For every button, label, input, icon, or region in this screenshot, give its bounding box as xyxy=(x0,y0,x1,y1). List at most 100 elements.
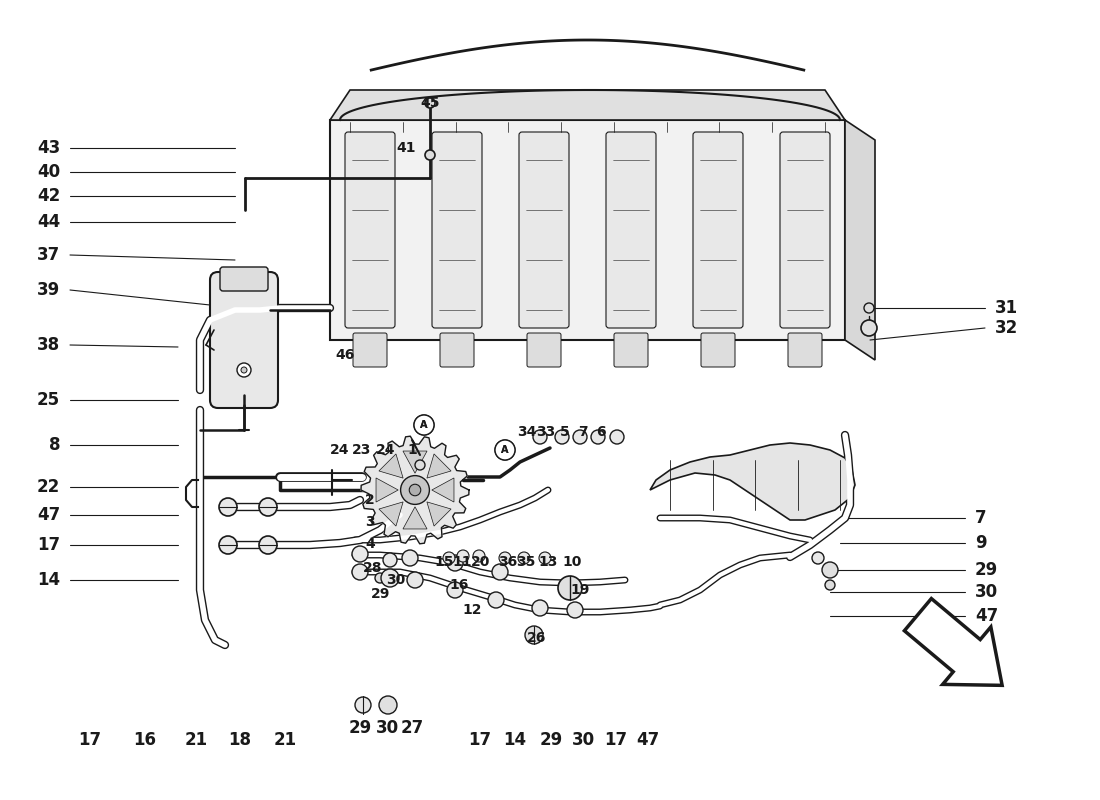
Text: 3: 3 xyxy=(365,515,375,529)
Circle shape xyxy=(534,430,547,444)
Circle shape xyxy=(447,582,463,598)
Text: 23: 23 xyxy=(352,443,372,457)
Circle shape xyxy=(425,98,435,108)
Polygon shape xyxy=(378,454,403,478)
Text: 17: 17 xyxy=(604,731,628,749)
Circle shape xyxy=(825,580,835,590)
Circle shape xyxy=(864,303,874,313)
Circle shape xyxy=(488,592,504,608)
Circle shape xyxy=(425,150,435,160)
Circle shape xyxy=(379,696,397,714)
Circle shape xyxy=(219,498,236,516)
Text: 47: 47 xyxy=(637,731,660,749)
Text: 27: 27 xyxy=(400,719,424,737)
Text: 25: 25 xyxy=(37,391,60,409)
Text: 6: 6 xyxy=(596,425,606,439)
Circle shape xyxy=(236,363,251,377)
Polygon shape xyxy=(403,507,427,529)
FancyBboxPatch shape xyxy=(210,272,278,408)
Circle shape xyxy=(610,430,624,444)
Circle shape xyxy=(383,553,397,567)
Text: 21: 21 xyxy=(274,731,297,749)
Circle shape xyxy=(492,564,508,580)
Text: 29: 29 xyxy=(975,561,999,579)
Circle shape xyxy=(443,552,455,564)
FancyBboxPatch shape xyxy=(353,333,387,367)
Text: 10: 10 xyxy=(562,555,582,569)
Text: 29: 29 xyxy=(372,587,390,601)
Circle shape xyxy=(219,536,236,554)
Circle shape xyxy=(822,562,838,578)
Circle shape xyxy=(241,367,248,373)
Text: 42: 42 xyxy=(36,187,60,205)
Text: 24: 24 xyxy=(330,443,350,457)
Polygon shape xyxy=(432,478,454,502)
Text: 40: 40 xyxy=(37,163,60,181)
Text: 22: 22 xyxy=(36,478,60,496)
Circle shape xyxy=(499,552,512,564)
FancyBboxPatch shape xyxy=(527,333,561,367)
FancyBboxPatch shape xyxy=(780,132,830,328)
Circle shape xyxy=(355,697,371,713)
Text: 29: 29 xyxy=(539,731,562,749)
Text: 28: 28 xyxy=(363,561,383,575)
Text: 47: 47 xyxy=(36,506,60,524)
Text: 2: 2 xyxy=(365,493,375,507)
Text: 17: 17 xyxy=(78,731,101,749)
Text: 36: 36 xyxy=(498,555,518,569)
Text: 12: 12 xyxy=(462,603,482,617)
Text: 19: 19 xyxy=(570,583,590,597)
Text: 8: 8 xyxy=(48,436,60,454)
Polygon shape xyxy=(650,443,855,520)
Polygon shape xyxy=(427,454,451,478)
FancyBboxPatch shape xyxy=(788,333,822,367)
Circle shape xyxy=(409,484,421,496)
Text: 26: 26 xyxy=(527,631,547,645)
Text: 9: 9 xyxy=(975,534,987,552)
Circle shape xyxy=(352,564,368,580)
Circle shape xyxy=(473,550,485,562)
Circle shape xyxy=(375,573,385,583)
Text: 4: 4 xyxy=(365,537,375,551)
Circle shape xyxy=(525,626,543,644)
Text: 7: 7 xyxy=(975,509,987,527)
Circle shape xyxy=(566,602,583,618)
Text: 46: 46 xyxy=(336,348,354,362)
Circle shape xyxy=(456,550,469,562)
Text: 16: 16 xyxy=(133,731,156,749)
Text: 21: 21 xyxy=(185,731,208,749)
Text: 30: 30 xyxy=(975,583,998,601)
Text: 43: 43 xyxy=(36,139,60,157)
Polygon shape xyxy=(845,120,875,360)
Text: 5: 5 xyxy=(560,425,570,439)
Circle shape xyxy=(407,572,424,588)
FancyBboxPatch shape xyxy=(614,333,648,367)
Circle shape xyxy=(532,600,548,616)
Polygon shape xyxy=(427,502,451,526)
Text: 33: 33 xyxy=(537,425,556,439)
FancyBboxPatch shape xyxy=(432,132,482,328)
Circle shape xyxy=(539,552,551,564)
Circle shape xyxy=(414,415,435,435)
Text: 44: 44 xyxy=(36,213,60,231)
Text: 41: 41 xyxy=(396,141,416,155)
Text: 30: 30 xyxy=(386,573,406,587)
Text: 17: 17 xyxy=(37,536,60,554)
Text: 20: 20 xyxy=(471,555,491,569)
Text: 31: 31 xyxy=(996,299,1019,317)
FancyBboxPatch shape xyxy=(701,333,735,367)
Text: A: A xyxy=(420,420,428,430)
Text: 14: 14 xyxy=(504,731,527,749)
Polygon shape xyxy=(330,90,845,120)
Text: 29: 29 xyxy=(349,719,372,737)
Text: 16: 16 xyxy=(449,578,469,592)
Text: 15: 15 xyxy=(434,555,453,569)
Text: 38: 38 xyxy=(37,336,60,354)
Text: A: A xyxy=(420,420,428,430)
Circle shape xyxy=(258,498,277,516)
Circle shape xyxy=(573,430,587,444)
Circle shape xyxy=(258,536,277,554)
Circle shape xyxy=(495,440,515,460)
FancyBboxPatch shape xyxy=(345,132,395,328)
Polygon shape xyxy=(361,436,469,544)
